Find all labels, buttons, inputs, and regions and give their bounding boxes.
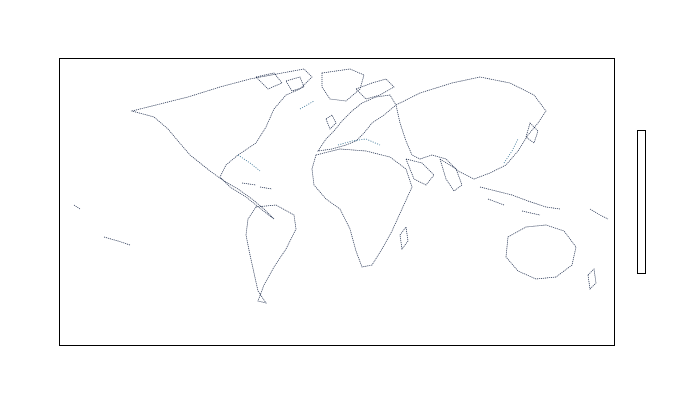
coastline-scandinavia (355, 78, 395, 100)
coastline-new-zealand (587, 268, 597, 290)
coastline-pacific-islands (73, 204, 609, 246)
coastline-arctic-islands (255, 72, 305, 92)
coastline-greenland (321, 68, 365, 102)
coastline-madagascar (399, 226, 409, 250)
coastline-japan (525, 122, 539, 144)
coastline-africa (311, 148, 413, 268)
coastline-asia (395, 76, 547, 180)
map-panel (59, 58, 615, 346)
coastline-british-isles (325, 114, 337, 130)
coastline-south-america (245, 204, 297, 304)
coastline-europe (317, 94, 397, 152)
world-coastline-map (73, 68, 609, 304)
coastline-highlight-mediterranean (337, 138, 381, 146)
coastline-india (439, 158, 463, 192)
coastline-highlight-east-asia (503, 138, 519, 164)
coastline-north-america (130, 68, 313, 220)
coastline-australia (505, 224, 577, 280)
coastline-highlight-atlantic (237, 100, 315, 172)
coastline-caribbean (241, 182, 273, 190)
coastline-indonesia (479, 186, 561, 216)
color-legend-bar (637, 130, 646, 274)
